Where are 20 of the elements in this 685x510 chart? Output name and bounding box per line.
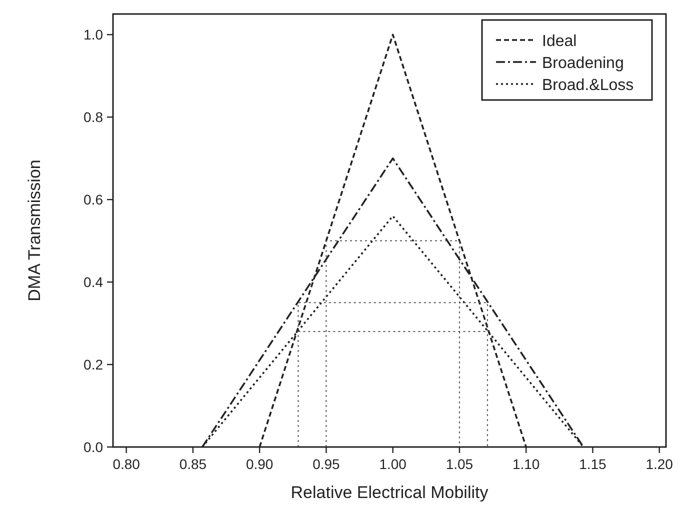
- x-tick-label: 1.05: [446, 456, 474, 472]
- y-tick-label: 0.2: [84, 356, 104, 373]
- legend-label: Broad.&Loss: [542, 77, 634, 94]
- x-tick-label: 1.20: [646, 456, 674, 472]
- x-tick-label: 0.95: [312, 456, 340, 472]
- x-tick-label: 1.00: [379, 456, 407, 472]
- x-tick-label: 0.85: [179, 456, 207, 472]
- legend-label: Broadening: [542, 55, 624, 72]
- y-tick-label: 1.0: [84, 26, 104, 43]
- y-tick-label: 0.8: [84, 109, 104, 126]
- x-tick-label: 0.90: [246, 456, 274, 472]
- x-tick-label: 1.10: [512, 456, 540, 472]
- x-tick-label: 0.80: [112, 456, 140, 472]
- y-tick-label: 0.0: [84, 439, 104, 455]
- x-axis-title: Relative Electrical Mobility: [290, 483, 489, 502]
- y-axis-title: DMA Transmission: [25, 160, 44, 302]
- y-tick-label: 0.6: [84, 192, 104, 208]
- y-tick-label: 0.4: [84, 274, 104, 290]
- legend-label: Ideal: [542, 33, 577, 50]
- x-tick-label: 1.15: [579, 456, 607, 472]
